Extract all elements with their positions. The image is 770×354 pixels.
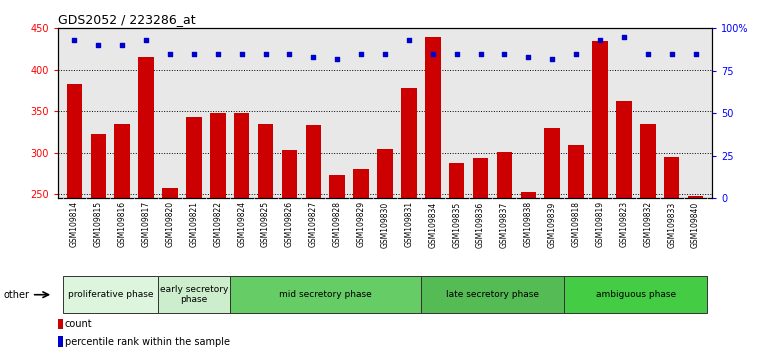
Text: GSM109833: GSM109833 [667,201,676,247]
Bar [282,150,297,354]
Text: early secretory
phase: early secretory phase [159,285,228,304]
Text: GSM109831: GSM109831 [404,201,413,247]
Bar [497,152,512,354]
Bar [330,175,345,354]
Bar [229,276,421,313]
Text: mid secretory phase: mid secretory phase [279,290,372,299]
Text: GSM109837: GSM109837 [500,201,509,247]
Bar [616,101,631,354]
Text: GSM109817: GSM109817 [142,201,151,247]
Text: GSM109818: GSM109818 [571,201,581,247]
Point [307,55,320,60]
Point [331,56,343,62]
Point [236,51,248,57]
Text: GSM109832: GSM109832 [643,201,652,247]
Bar [640,125,655,354]
Bar [91,135,106,354]
Text: count: count [65,319,92,329]
Bar [592,41,608,354]
Bar [58,319,62,329]
Text: GSM109828: GSM109828 [333,201,342,247]
Text: GSM109819: GSM109819 [595,201,604,247]
Bar [568,145,584,354]
Point [522,55,534,60]
Text: GSM109824: GSM109824 [237,201,246,247]
Point [379,51,391,57]
Point [570,51,582,57]
Point [403,38,415,43]
Point [283,51,296,57]
Point [140,38,152,43]
Text: GSM109823: GSM109823 [619,201,628,247]
Bar [425,36,440,354]
Text: percentile rank within the sample: percentile rank within the sample [65,337,230,347]
Point [188,51,200,57]
Text: GSM109840: GSM109840 [691,201,700,247]
Text: GSM109822: GSM109822 [213,201,223,247]
Text: GSM109814: GSM109814 [70,201,79,247]
Text: GSM109816: GSM109816 [118,201,127,247]
Text: GSM109826: GSM109826 [285,201,294,247]
Point [116,42,129,48]
Bar [115,125,130,354]
Point [92,42,105,48]
Bar [449,162,464,354]
Text: GSM109815: GSM109815 [94,201,103,247]
Bar [353,169,369,354]
Bar [158,276,229,313]
Point [689,51,701,57]
Text: GSM109830: GSM109830 [380,201,390,247]
Text: late secretory phase: late secretory phase [446,290,539,299]
Text: GSM109835: GSM109835 [452,201,461,247]
Text: GDS2052 / 223286_at: GDS2052 / 223286_at [58,13,196,26]
Bar [544,128,560,354]
Text: GSM109836: GSM109836 [476,201,485,247]
Point [498,51,511,57]
Point [355,51,367,57]
Text: GSM109820: GSM109820 [166,201,175,247]
Text: proliferative phase: proliferative phase [68,290,153,299]
Bar [564,276,708,313]
Bar [421,276,564,313]
Text: GSM109834: GSM109834 [428,201,437,247]
Point [641,51,654,57]
Bar [306,125,321,354]
Point [665,51,678,57]
Bar [67,84,82,354]
Bar [258,125,273,354]
Bar [688,196,703,354]
Point [212,51,224,57]
Point [618,34,630,40]
Bar [62,276,158,313]
Point [474,51,487,57]
Point [164,51,176,57]
Text: ambiguous phase: ambiguous phase [596,290,676,299]
Point [69,38,81,43]
Bar [186,117,202,354]
Bar [210,113,226,354]
Text: GSM109838: GSM109838 [524,201,533,247]
Bar [139,57,154,354]
Point [594,38,606,43]
Text: other: other [4,290,30,300]
Text: GSM109829: GSM109829 [357,201,366,247]
Point [427,51,439,57]
Bar [521,192,536,354]
Point [259,51,272,57]
Bar [664,157,679,354]
Bar [58,336,62,347]
Bar [401,88,417,354]
Text: GSM109839: GSM109839 [547,201,557,247]
Bar [377,149,393,354]
Text: GSM109827: GSM109827 [309,201,318,247]
Bar [473,159,488,354]
Bar [162,188,178,354]
Bar [234,113,249,354]
Text: GSM109821: GSM109821 [189,201,199,247]
Point [450,51,463,57]
Text: GSM109825: GSM109825 [261,201,270,247]
Point [546,56,558,62]
